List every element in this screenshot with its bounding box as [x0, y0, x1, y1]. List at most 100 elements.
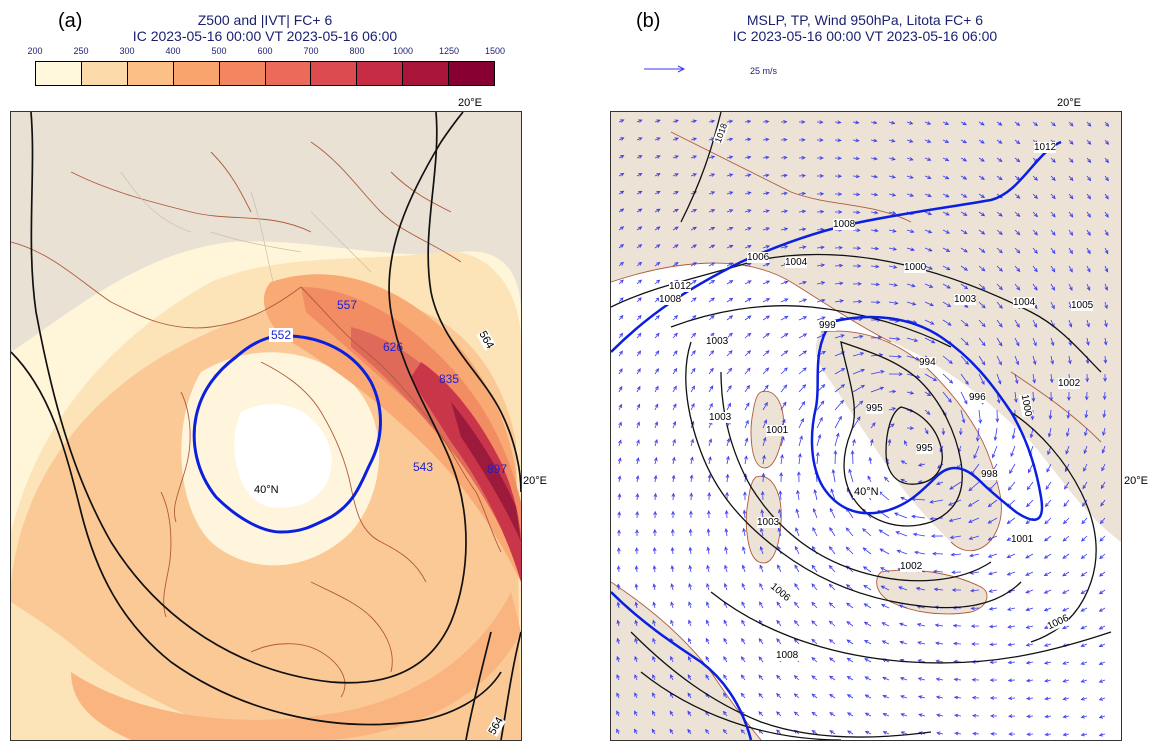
wind-arrow-head	[1062, 732, 1067, 737]
wind-arrow	[953, 643, 962, 645]
wind-arrow	[846, 639, 854, 645]
wind-arrow	[759, 565, 764, 573]
wind-arrow-head	[793, 693, 798, 698]
wind-arrow	[1068, 283, 1073, 291]
wind-arrow	[888, 139, 895, 142]
wind-arrow-head	[900, 731, 905, 735]
wind-arrow-head	[742, 527, 746, 533]
wind-arrow-head	[1062, 678, 1067, 683]
wind-arrow	[996, 283, 1003, 290]
isobar-label-1004-right: 1004	[1013, 297, 1036, 308]
wind-arrow	[1044, 571, 1052, 576]
wind-arrow	[942, 373, 953, 384]
wind-arrow-head	[617, 529, 621, 534]
wind-arrow-head	[1026, 486, 1031, 491]
wind-arrow	[832, 469, 836, 483]
wind-arrow	[942, 301, 951, 307]
wind-arrow-head	[692, 155, 698, 159]
wind-arrow	[829, 546, 836, 555]
wind-arrow-head	[875, 282, 881, 287]
wind-arrow-head	[1033, 286, 1038, 291]
wind-arrow-head	[948, 502, 953, 506]
wind-arrow	[1099, 535, 1106, 542]
wind-arrow	[780, 436, 785, 447]
wind-arrow-head	[1016, 194, 1021, 199]
wind-arrow-head	[1099, 555, 1104, 560]
wind-arrow	[1086, 229, 1091, 236]
colorbar-swatch	[403, 62, 450, 85]
wind-arrow-head	[670, 619, 674, 624]
wind-arrow-head	[794, 601, 798, 606]
wind-arrow-head	[811, 675, 816, 680]
wind-arrow-head	[864, 694, 869, 699]
wind-arrow-head	[1043, 554, 1049, 559]
wind-arrow-head	[744, 455, 748, 460]
wind-arrow-head	[846, 657, 851, 662]
wind-arrow	[762, 419, 767, 429]
wind-arrow-head	[802, 384, 807, 389]
wind-arrow	[1099, 625, 1106, 630]
wind-arrow-head	[692, 209, 698, 213]
wind-arrow-head	[1101, 449, 1106, 454]
wind-arrow-head	[1069, 213, 1074, 218]
wind-arrow	[914, 551, 926, 555]
wind-arrow	[834, 384, 845, 393]
wind-arrow-head	[897, 354, 902, 359]
wind-arrow-head	[796, 471, 801, 476]
wind-arrow-head	[1030, 416, 1035, 421]
wind-arrow	[636, 208, 642, 213]
wind-arrow-head	[873, 120, 878, 125]
wind-arrow	[744, 420, 749, 429]
wind-arrow-head	[1087, 122, 1092, 127]
wind-arrow-head	[784, 333, 789, 337]
wind-arrow	[852, 300, 862, 303]
map-b-svg	[611, 112, 1121, 740]
wind-arrow-head	[687, 710, 692, 715]
wind-arrow	[811, 639, 818, 645]
wind-arrow	[942, 283, 951, 289]
wind-arrow-head	[947, 398, 952, 403]
wind-arrow-head	[1048, 415, 1053, 420]
wind-arrow	[1081, 517, 1088, 524]
wind-arrow-head	[1069, 140, 1074, 145]
wind-arrow	[996, 355, 1002, 365]
wind-arrow-head	[829, 507, 834, 513]
wind-arrow	[1062, 661, 1070, 665]
wind-arrow-head	[909, 157, 914, 161]
wind-arrow-head	[655, 367, 659, 373]
wind-arrow-head	[840, 399, 844, 404]
wind-arrow-head	[689, 510, 693, 515]
wind-arrow-head	[1044, 732, 1049, 737]
wind-arrow-head	[740, 674, 745, 679]
wind-arrow	[816, 417, 823, 429]
wind-arrow-head	[917, 677, 923, 681]
wind-arrow-head	[811, 729, 816, 734]
wind-arrow	[880, 567, 890, 573]
wind-arrow	[741, 674, 746, 681]
wind-arrow-head	[802, 316, 808, 320]
wind-arrow-head	[634, 547, 639, 552]
wind-arrow	[672, 350, 678, 357]
wind-arrow	[1027, 481, 1034, 490]
wind-arrow-head	[892, 229, 897, 233]
wind-arrow-head	[729, 262, 734, 267]
wind-arrow	[798, 453, 801, 465]
wind-arrow-head	[997, 380, 1002, 385]
wind-arrow	[846, 527, 854, 537]
wind-arrow	[888, 439, 891, 447]
wind-arrow-head	[981, 285, 986, 290]
z500-contours	[11, 112, 521, 740]
wind-arrow	[846, 546, 854, 555]
wind-arrow	[1026, 499, 1034, 507]
wind-arrow-head	[1051, 158, 1056, 163]
wind-arrow-head	[706, 601, 710, 606]
wind-arrow	[1086, 175, 1091, 181]
wind-arrow	[989, 589, 998, 592]
wind-arrow-head	[846, 676, 851, 680]
wind-arrow	[814, 489, 818, 501]
wind-arrow-head	[819, 191, 825, 196]
wind-arrow-head	[710, 350, 715, 355]
wind-arrow	[634, 656, 638, 663]
isobar-label-1006-top: 1006	[747, 252, 770, 263]
wind-arrow	[970, 463, 980, 475]
